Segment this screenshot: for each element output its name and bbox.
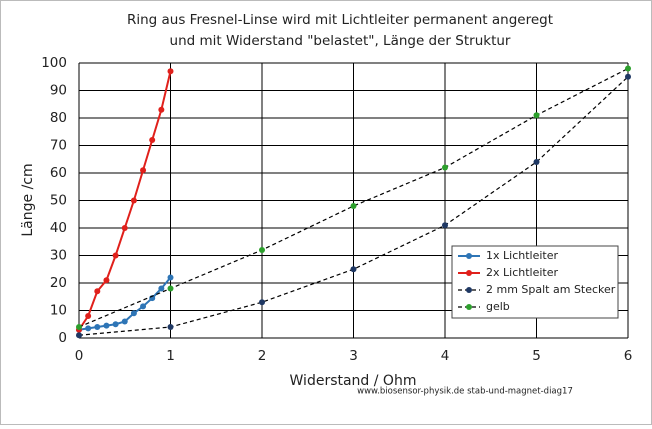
data-point (149, 137, 156, 143)
y-tick-label: 20 (50, 275, 67, 291)
legend-label: 2x Lichtleiter (486, 266, 558, 279)
x-tick-label: 3 (349, 348, 358, 364)
legend-box (451, 245, 619, 319)
data-point (103, 322, 110, 329)
data-point (76, 332, 82, 339)
data-point (140, 167, 147, 174)
data-point (625, 65, 631, 72)
x-tick-label: 5 (532, 348, 541, 364)
y-tick-label: 10 (50, 303, 67, 319)
y-tick-label: 40 (50, 220, 67, 236)
data-point (121, 225, 128, 231)
y-tick-label: 30 (50, 248, 67, 264)
data-point (85, 325, 92, 332)
y-tick-label: 80 (50, 110, 67, 126)
chart-title: und mit Widerstand "belastet", Länge der… (170, 33, 511, 49)
data-point (167, 285, 174, 292)
data-point (85, 313, 92, 319)
y-tick-label: 100 (41, 55, 67, 71)
y-tick-label: 50 (50, 193, 67, 209)
data-point (140, 303, 147, 310)
annotation: www.biosensor-physik.de stab-und-magnet-… (357, 387, 573, 397)
data-point (533, 159, 540, 165)
legend-marker (466, 253, 472, 259)
data-point (625, 73, 631, 80)
legend-label: 2 mm Spalt am Stecker (486, 283, 616, 296)
data-point (158, 285, 165, 292)
data-point (533, 112, 540, 119)
data-point (130, 197, 137, 204)
data-point (130, 310, 137, 317)
data-point (121, 318, 128, 325)
data-point (259, 247, 265, 253)
y-tick-label: 0 (58, 330, 67, 346)
data-point (167, 68, 174, 75)
data-point (259, 299, 265, 306)
x-tick-label: 1 (166, 348, 175, 364)
legend-marker (466, 304, 472, 310)
data-point (167, 324, 174, 330)
chart-title: Ring aus Fresnel-Linse wird mit Lichtlei… (127, 12, 553, 28)
data-point (94, 288, 101, 295)
legend-label: 1x Lichtleiter (486, 249, 558, 262)
y-tick-label: 70 (50, 138, 67, 154)
data-point (167, 274, 174, 281)
data-point (112, 321, 119, 328)
data-point (76, 324, 82, 330)
data-point (112, 252, 119, 259)
data-point (442, 164, 448, 171)
x-tick-label: 0 (75, 348, 84, 364)
data-point (442, 222, 448, 229)
data-point (350, 203, 357, 209)
legend-label: gelb (486, 300, 510, 313)
x-tick-label: 4 (441, 348, 450, 364)
data-point (158, 106, 165, 113)
y-tick-label: 90 (50, 83, 67, 99)
y-tick-label: 60 (50, 165, 67, 181)
x-axis-label: Widerstand / Ohm (290, 373, 417, 389)
data-point (103, 277, 110, 284)
y-axis-label: Länge /cm (20, 163, 36, 236)
data-point (350, 266, 357, 273)
data-point (94, 324, 101, 330)
x-tick-label: 2 (258, 348, 267, 364)
legend-marker (466, 270, 472, 276)
legend-marker (466, 287, 472, 293)
x-tick-label: 6 (624, 348, 633, 364)
